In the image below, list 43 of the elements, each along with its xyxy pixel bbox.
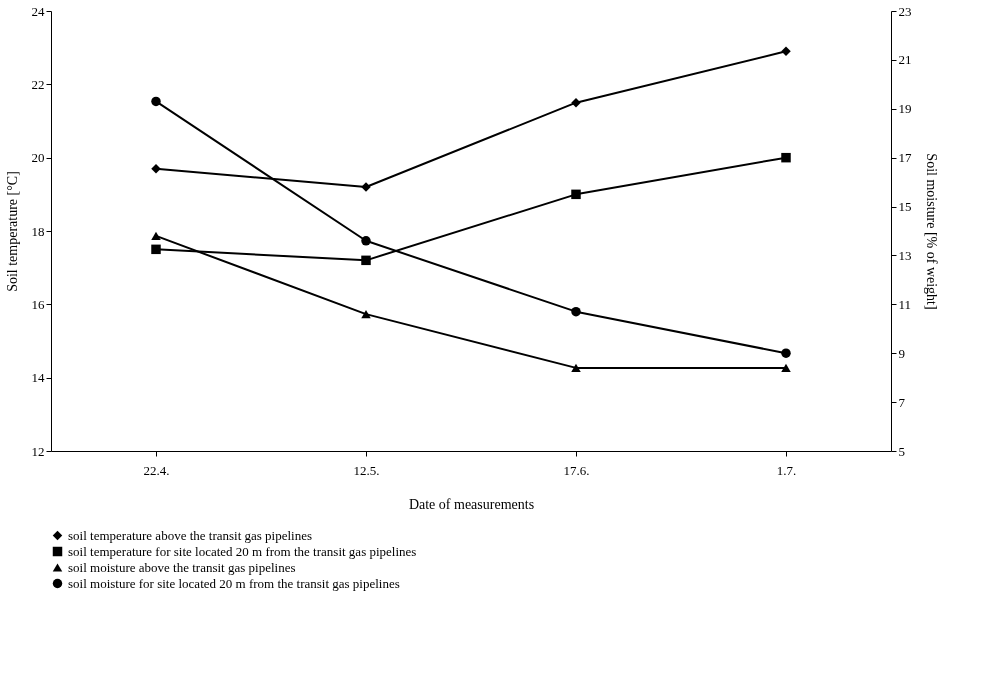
point (571, 306, 581, 317)
point (571, 363, 581, 372)
x-tick-label: 22.4. (143, 462, 170, 478)
x-tick-label: 1.7. (776, 462, 797, 478)
y2-tick-label: 11 (898, 296, 912, 312)
y-tick-label: 22 (31, 76, 45, 92)
y2-tick-label: 9 (898, 345, 905, 361)
y-tick-label: 24 (31, 3, 45, 19)
y2-axis-title: Soil moisture [% of weight] (923, 153, 939, 310)
y2-tick-label: 15 (898, 199, 912, 215)
point (151, 96, 161, 107)
legend-label: soil temperature for site located 20 m from the transit gas pipelines (68, 543, 417, 559)
x-tick-label: 12.5. (353, 462, 380, 478)
y2-tick-label: 7 (898, 394, 906, 410)
point (361, 255, 371, 266)
x-tick-label: 17.6. (563, 462, 590, 478)
point (781, 363, 791, 372)
point (361, 236, 371, 246)
legend-label: soil moisture for site located 20 m from the transit gas pipelines (68, 575, 400, 591)
legend-label: soil moisture above the transit gas pipelines (68, 559, 296, 575)
y2-tick-label: 19 (898, 101, 912, 117)
y-tick-label: 12 (31, 443, 45, 459)
y2-tick-label: 17 (898, 150, 912, 166)
y-tick-label: 16 (31, 296, 45, 312)
point (151, 231, 161, 240)
y-tick-label: 20 (31, 150, 45, 166)
x-axis-title: Date of measurements (408, 496, 535, 512)
y2-tick-label: 21 (898, 52, 912, 68)
y2-tick-label: 23 (898, 3, 912, 19)
y2-tick-label: 13 (898, 247, 912, 263)
y-tick-label: 14 (31, 370, 45, 386)
y-axis-title: Soil temperature [°C] (4, 171, 20, 292)
point (571, 97, 581, 108)
point (781, 46, 791, 57)
point (781, 152, 791, 163)
legend-label: soil temperature above the transit gas pipelines (68, 527, 313, 543)
point (151, 163, 161, 174)
point (151, 244, 161, 255)
y-tick-label: 18 (31, 223, 45, 239)
point (571, 189, 581, 200)
point (781, 348, 791, 358)
point (361, 310, 371, 319)
y2-tick-label: 5 (898, 443, 905, 459)
